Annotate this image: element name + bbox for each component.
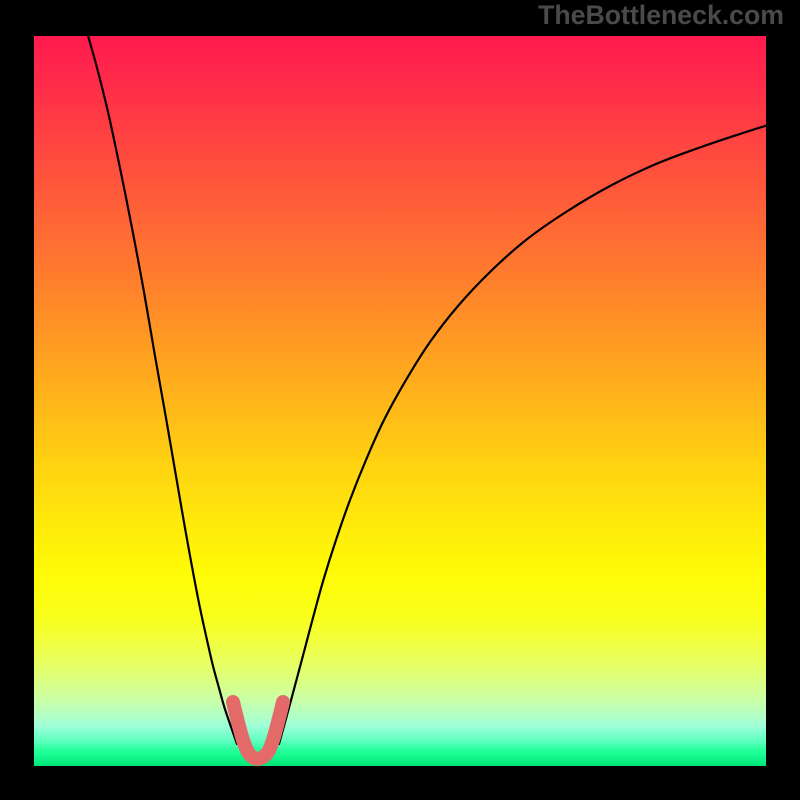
watermark-text: TheBottleneck.com	[538, 0, 784, 31]
gradient-background	[34, 36, 766, 766]
plot-area	[34, 36, 766, 766]
chart-container: TheBottleneck.com	[0, 0, 800, 800]
curve-svg	[34, 36, 766, 766]
